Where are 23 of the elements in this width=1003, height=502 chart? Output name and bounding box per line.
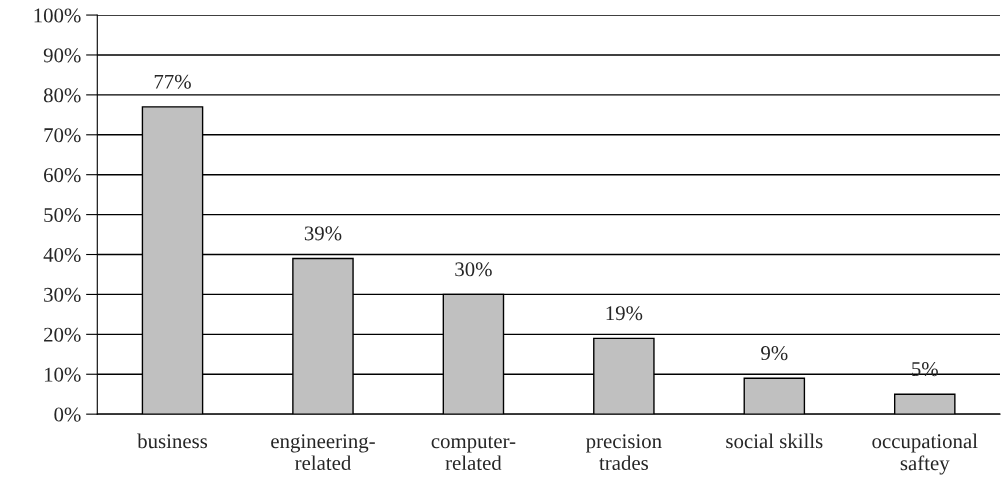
y-tick-label: 40% bbox=[43, 247, 81, 263]
y-tick-label: 60% bbox=[44, 168, 81, 183]
data-label: 9% bbox=[761, 346, 788, 361]
x-tick-label: business bbox=[137, 433, 208, 449]
x-tick-label: computer- related bbox=[431, 436, 516, 471]
y-tick-label: 50% bbox=[44, 207, 81, 223]
x-tick-label: precision trades bbox=[586, 434, 662, 471]
y-tick-label: 80% bbox=[43, 88, 81, 103]
y-tick-label: 0% bbox=[54, 407, 81, 422]
y-tick-label: 20% bbox=[44, 327, 81, 342]
x-tick-label: social skills bbox=[726, 433, 823, 449]
y-tick-label: 10% bbox=[44, 367, 81, 382]
x-tick-label: occupational saftey bbox=[872, 433, 978, 475]
y-tick-label: 70% bbox=[44, 128, 81, 143]
data-label: 5% bbox=[912, 362, 938, 377]
y-tick-label: 100% bbox=[34, 8, 81, 23]
data-label: 19% bbox=[606, 306, 643, 321]
data-label: 77% bbox=[154, 74, 191, 89]
y-tick-label: 30% bbox=[44, 287, 81, 302]
data-label: 30% bbox=[455, 262, 492, 277]
x-tick-label: engineering- related bbox=[271, 434, 375, 471]
data-label: 39% bbox=[304, 226, 342, 241]
y-tick-label: 90% bbox=[43, 48, 81, 63]
